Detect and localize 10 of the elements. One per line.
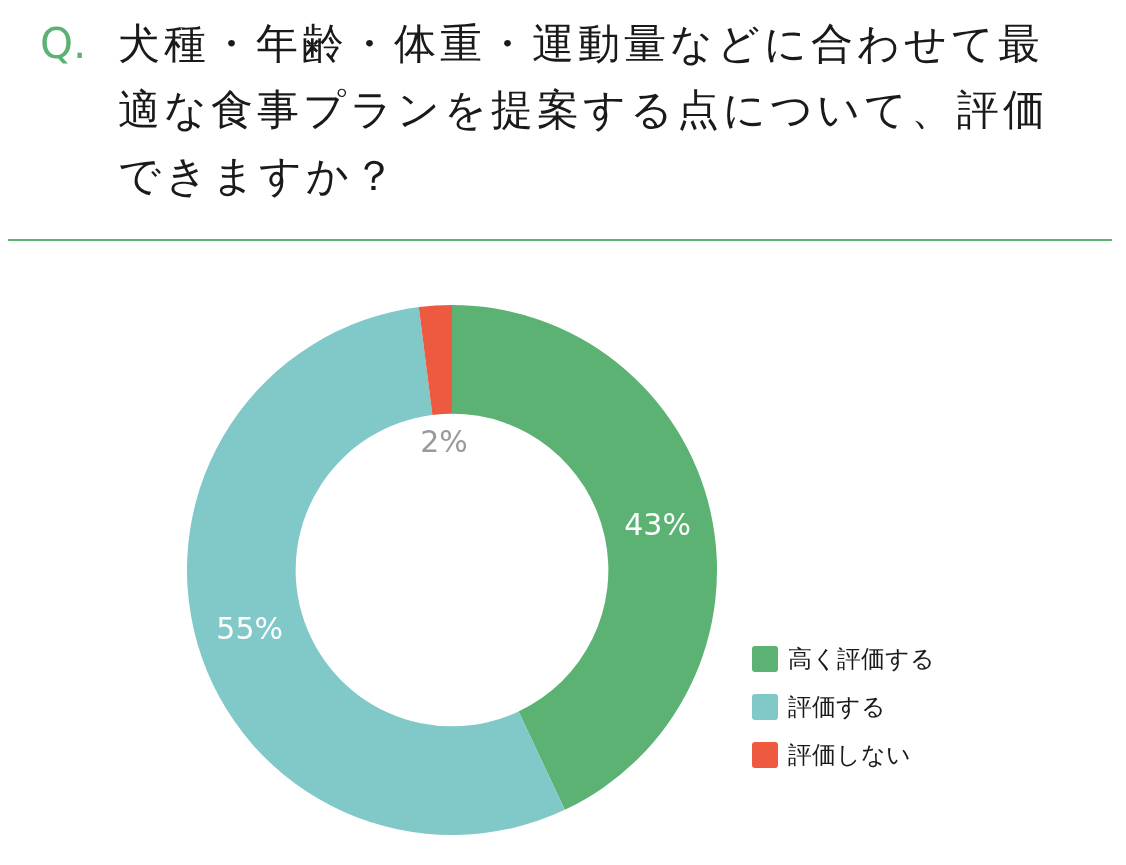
data-label: 2% <box>420 424 468 460</box>
data-label: 55% <box>216 611 284 647</box>
data-label: 43% <box>624 506 691 542</box>
donut-slice <box>418 305 452 415</box>
legend-label: 高く評価する <box>788 645 935 674</box>
text: Q. <box>40 19 87 68</box>
chart-title: 犬種・年齢・体重・運動量などに合わせて最適な食事プランを提案する点について、評価できますか？ <box>118 19 1049 200</box>
legend-label: 評価しない <box>788 741 911 770</box>
legend-label: 評価する <box>788 693 886 722</box>
donut-slice <box>187 307 565 835</box>
